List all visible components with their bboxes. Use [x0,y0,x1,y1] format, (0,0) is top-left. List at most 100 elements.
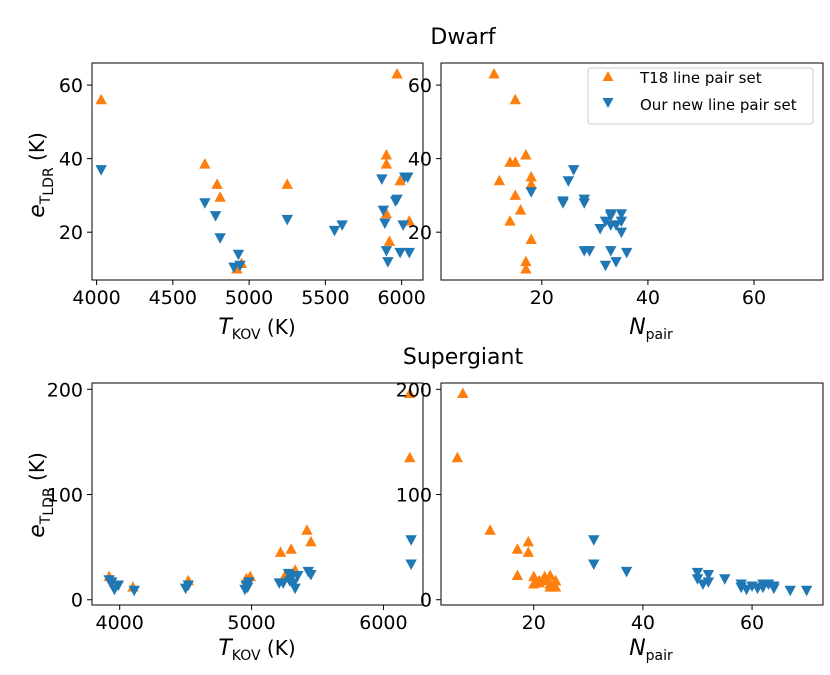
data-point-ournew [397,220,409,231]
data-point-t18 [525,171,537,182]
data-point-t18 [484,524,496,535]
data-point-ournew [691,567,704,579]
data-point-t18 [520,148,532,160]
data-point-t18 [509,93,521,105]
panel-supergiant-teff: 4000 5000 6000 0 100 200 [47,379,424,634]
y-tick-label: 60 [408,75,432,97]
data-point-ournew [605,246,617,257]
legend: T18 line pair set Our new line pair set [587,67,814,125]
data-point-ournew [405,559,417,570]
data-point-t18 [549,581,562,592]
x-tick-label: 20 [522,612,546,634]
data-point-t18 [520,262,532,274]
data-point-ournew [578,194,590,206]
data-point-ournew [336,220,348,231]
data-point-ournew [740,584,753,596]
data-point-t18 [457,387,469,399]
data-point-ournew [305,569,317,581]
data-point-t18 [404,451,416,463]
xlabel-supergiant-npair: Npair [629,636,673,664]
x-tick-label: 40 [636,287,660,309]
y-tick-label: 100 [47,485,83,507]
data-point-ournew [691,574,704,585]
data-point-ournew [599,260,612,272]
data-point-ournew [382,257,394,268]
data-point-t18 [520,255,532,267]
panel-dwarf-npair: 20 40 60 20 40 60 [408,62,824,309]
legend-box [587,67,814,125]
axes-frame [440,382,824,606]
data-point-t18 [544,569,556,581]
y-tick-label: 20 [59,222,83,244]
x-tick-label: 20 [530,287,554,309]
x-tick-label: 4500 [149,287,197,309]
data-point-ournew [289,583,301,595]
data-point-ournew [402,172,414,184]
data-point-t18 [380,158,393,169]
legend-label-t18: T18 line pair set [639,69,762,87]
axes-frame [91,62,424,281]
data-point-ournew [620,566,633,578]
x-tick-label: 4000 [96,612,144,634]
data-point-ournew [277,578,289,589]
data-point-ournew [583,246,596,257]
data-point-ournew [243,577,255,588]
data-point-t18 [383,235,396,246]
data-point-t18 [281,178,293,189]
data-point-t18 [301,524,313,535]
data-point-ournew [394,247,406,259]
data-point-ournew [615,209,628,220]
data-point-ournew [328,225,341,237]
data-point-ournew [768,583,780,595]
data-point-t18 [525,233,537,245]
data-point-ournew [377,205,390,217]
y-tick-label: 0 [71,590,83,612]
x-tick-label: 6000 [359,612,407,634]
data-point-t18 [509,156,521,167]
group-title-dwarf: Dwarf [430,25,496,50]
data-point-ournew [281,214,293,226]
data-point-ournew [557,198,569,209]
data-point-ournew [605,209,617,220]
data-point-t18 [522,546,535,557]
data-point-t18 [285,543,297,554]
data-point-t18 [211,178,223,189]
data-point-ournew [106,577,118,588]
data-point-ournew [232,249,245,261]
data-point-ournew [610,257,622,268]
data-point-t18 [525,178,537,189]
data-point-ournew [620,247,633,259]
data-point-t18 [549,574,562,586]
data-point-ournew [588,535,600,546]
data-point-ournew [588,559,600,570]
data-point-t18 [493,174,506,186]
data-point-t18 [528,570,540,582]
x-tick-label: 4000 [72,287,120,309]
x-tick-label: 5000 [225,287,273,309]
data-point-ournew [288,578,300,589]
group-title-supergiant: Supergiant [403,345,524,370]
data-point-ournew [376,174,388,185]
data-point-ournew [112,580,125,592]
x-tick-label: 60 [740,612,764,634]
data-point-ournew [615,216,628,228]
x-tick-label: 5500 [301,287,349,309]
data-point-ournew [615,227,628,239]
panel-dwarf-teff: 4000 4500 5000 5500 6000 20 40 60 [59,62,426,309]
ylabel-supergiant: eTLDR (K) [25,452,57,538]
data-point-t18 [391,68,403,79]
y-tick-label: 60 [59,75,83,97]
data-point-ournew [234,260,246,272]
x-tick-label: 60 [742,287,766,309]
data-point-t18 [214,191,226,202]
data-point-ournew [800,585,813,597]
data-point-ournew [605,220,617,231]
y-tick-label: 20 [408,222,432,244]
data-point-ournew [214,233,226,244]
data-point-ournew [562,176,575,187]
data-point-ournew [380,246,393,257]
axes-frame [440,62,824,281]
data-point-t18 [504,215,516,226]
data-point-t18 [522,535,535,547]
